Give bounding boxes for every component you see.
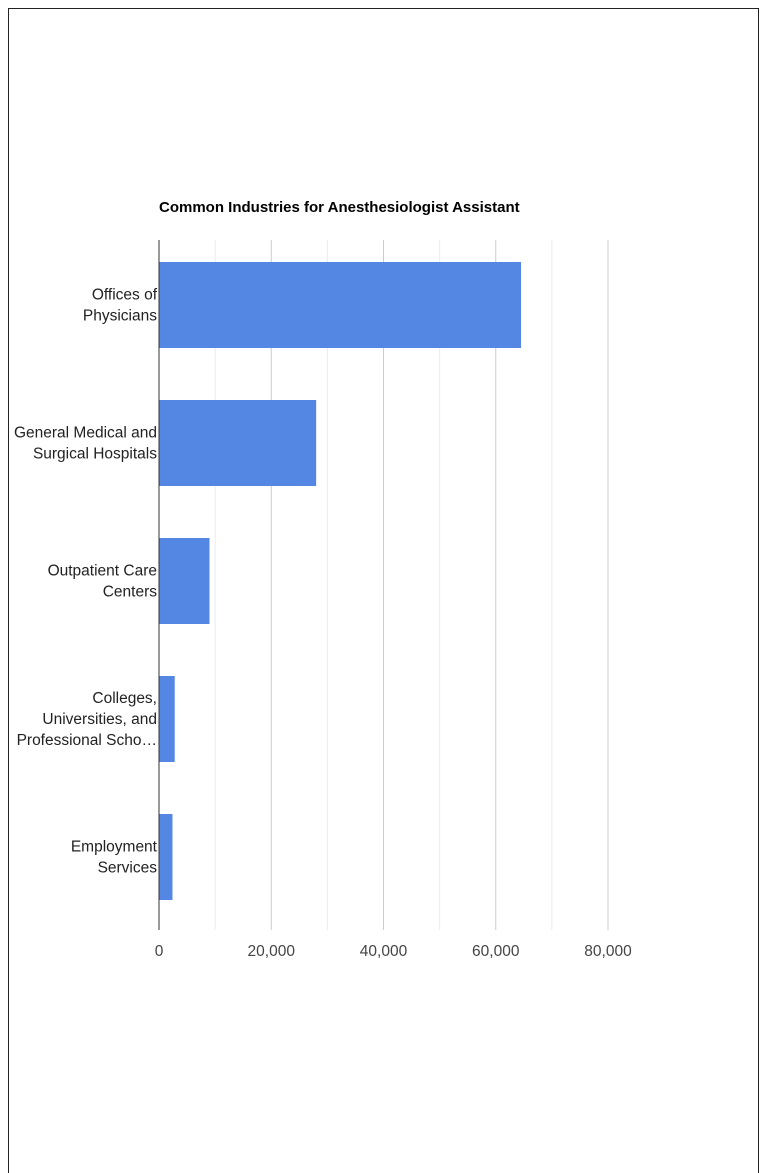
category-label: Colleges, Universities, and Professional S… (17, 690, 157, 749)
category-label: General Medical and Surgical Hospitals (14, 425, 157, 463)
bars (159, 262, 522, 900)
chart-title: Common Industries for Anesthesiologist A… (159, 199, 520, 216)
x-tick-label: 0 (155, 943, 164, 960)
category-label: Employment Services (71, 839, 158, 877)
bar (159, 400, 317, 486)
bar (159, 538, 210, 624)
category-label: Outpatient Care Centers (48, 563, 158, 601)
chart-frame (8, 8, 759, 1173)
x-tick-label: 40,000 (360, 943, 408, 960)
category-label: Offices of Physicians (83, 287, 158, 325)
x-tick-label: 20,000 (248, 943, 296, 960)
x-tick-label: 80,000 (584, 943, 632, 960)
x-tick-labels: 0 20,000 40,000 60,000 80,000 (155, 943, 632, 960)
bar (159, 262, 522, 348)
category-labels: Offices of Physicians General Medical and S… (14, 287, 158, 877)
x-tick-label: 60,000 (472, 943, 520, 960)
bar (159, 676, 175, 762)
bar (159, 814, 173, 900)
gridlines (214, 240, 609, 930)
